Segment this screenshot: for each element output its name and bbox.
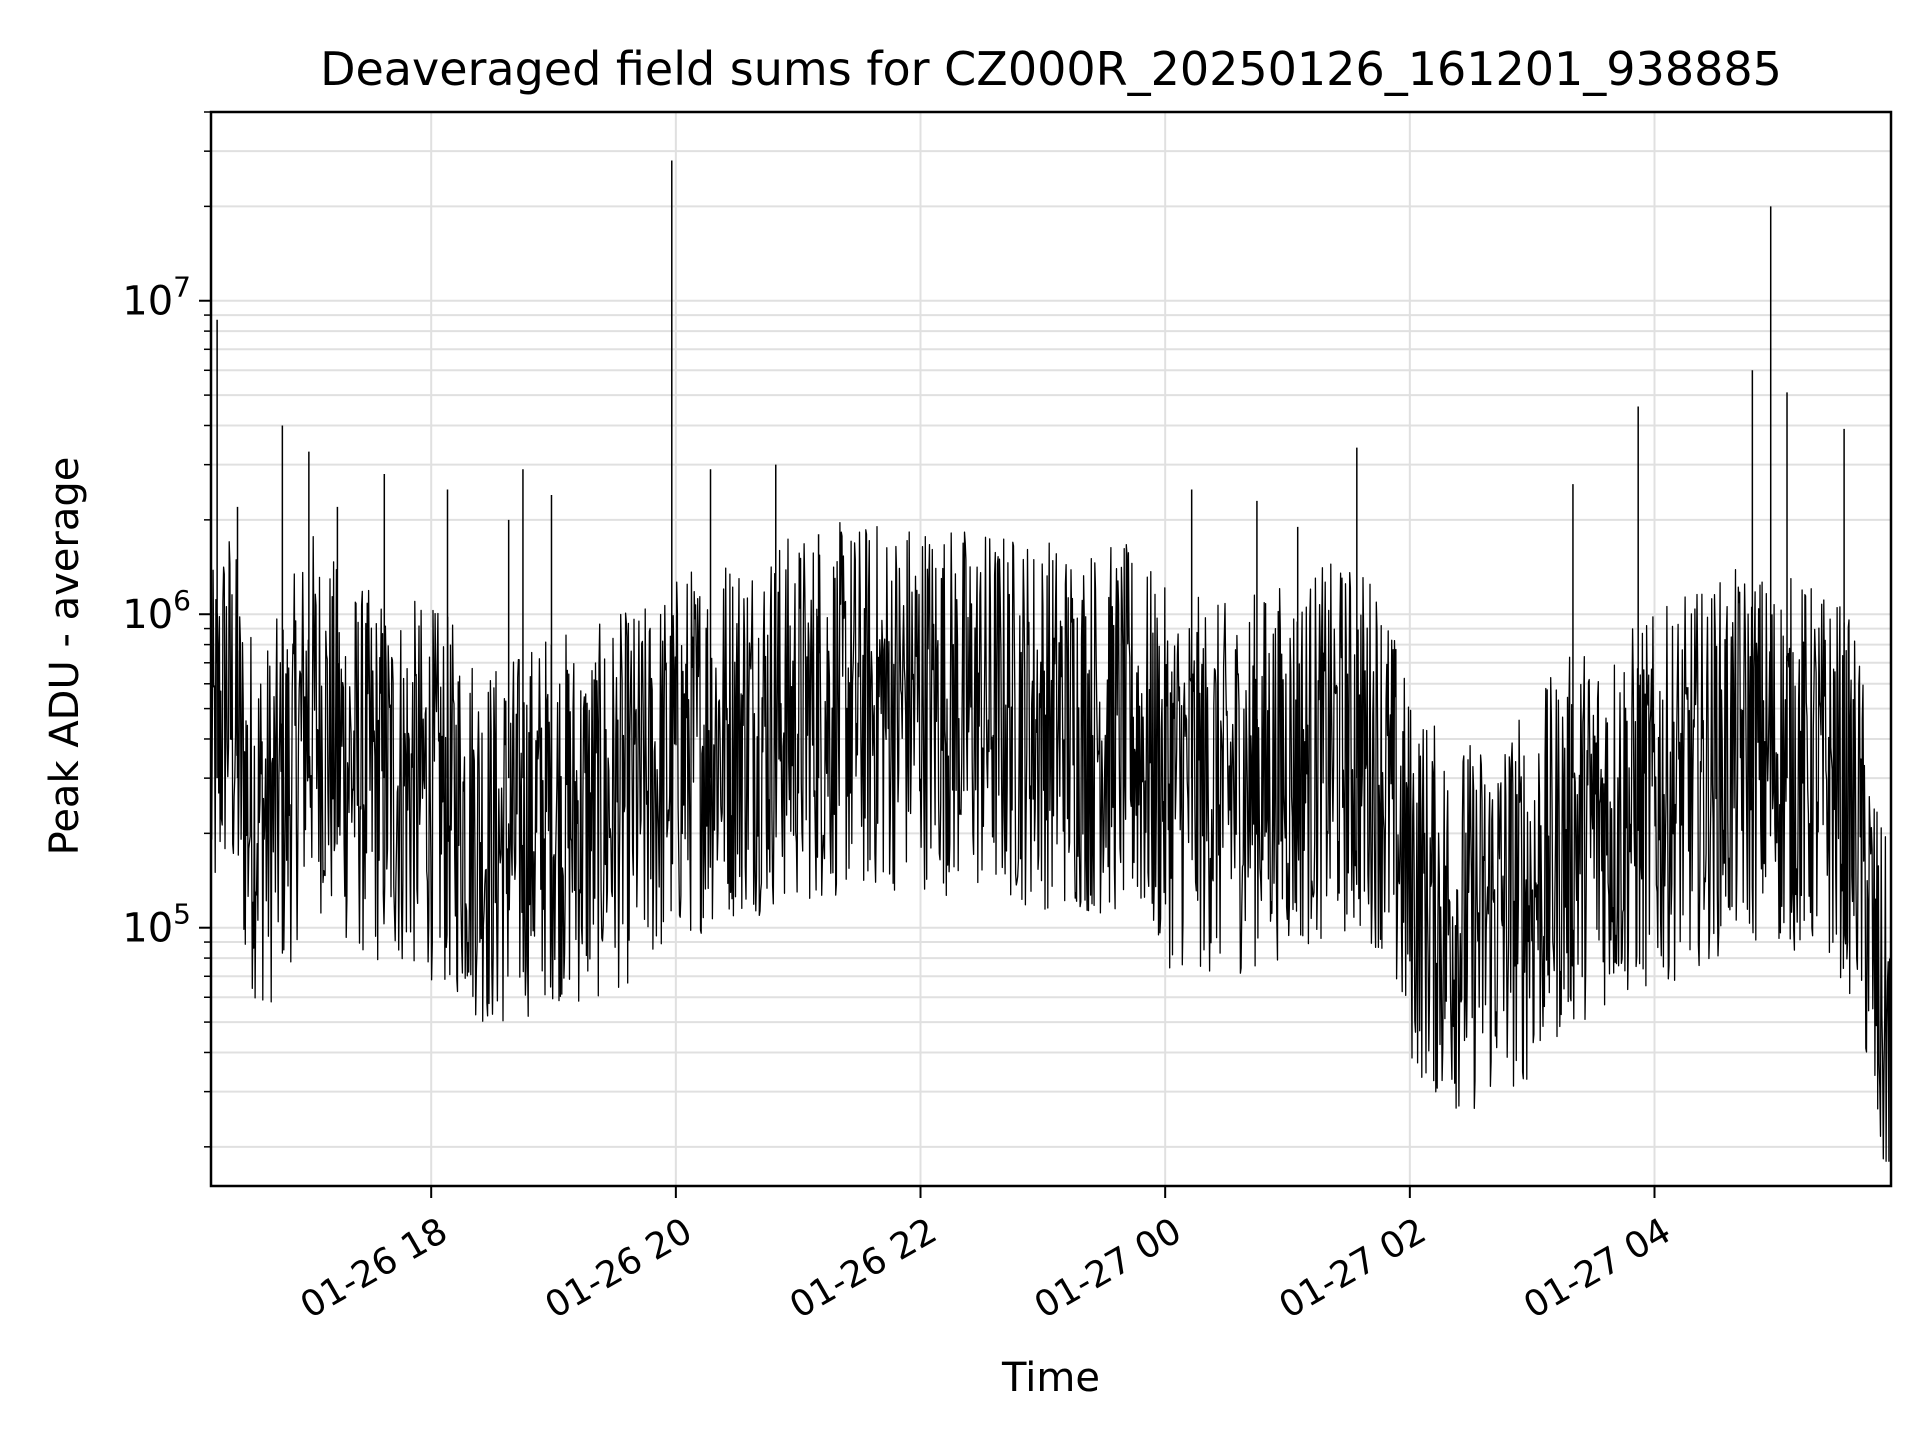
y-tick-label: 105 — [122, 898, 191, 952]
x-tick-label: 01-26 18 — [294, 1210, 455, 1326]
x-tick-label: 01-26 22 — [783, 1210, 944, 1326]
y-axis-ticks: 105 106 107 — [122, 111, 211, 1148]
plot-area-frame — [209, 110, 1893, 1188]
y-tick-label: 107 — [122, 271, 191, 325]
x-tick-label: 01-27 00 — [1028, 1210, 1189, 1326]
x-tick-label: 01-27 04 — [1517, 1210, 1678, 1326]
y-tick-label: 106 — [122, 584, 191, 638]
series-line — [210, 522, 1892, 1162]
x-tick-label: 01-27 02 — [1272, 1210, 1433, 1326]
data-trace — [210, 160, 1892, 1162]
y-axis-label: Peak ADU - average — [42, 456, 88, 856]
x-tick-label: 01-26 20 — [538, 1210, 699, 1326]
x-axis-ticks: 01-26 18 01-26 20 01-26 22 01-27 00 01-27 02… — [294, 1186, 1678, 1327]
chart-title: Deaveraged field sums for CZ000R_2025012… — [320, 42, 1782, 96]
grid-lines — [211, 111, 1891, 1186]
x-axis-label: Time — [1002, 1355, 1100, 1401]
